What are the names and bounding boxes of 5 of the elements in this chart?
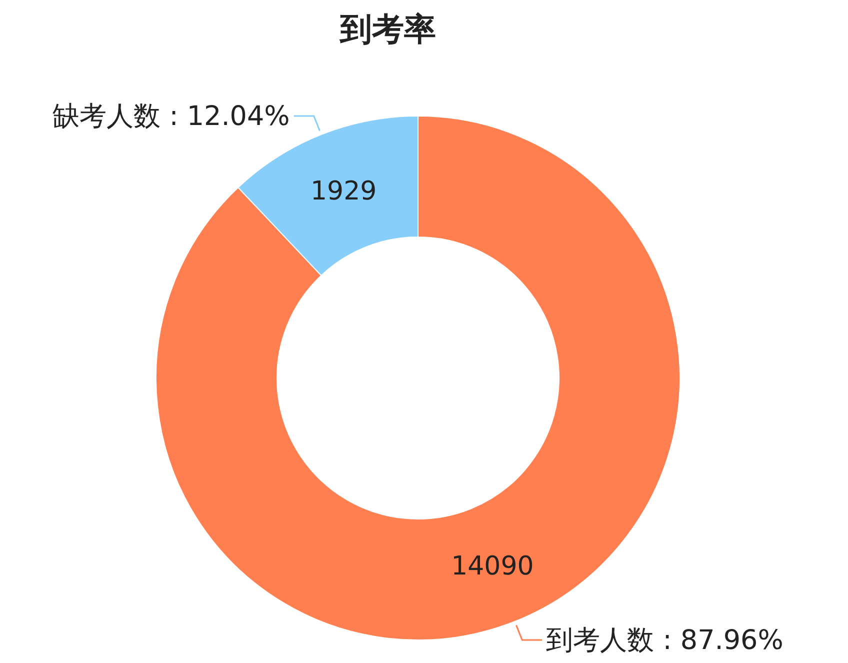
slice-label: 到考人数 : 87.96% [546,625,784,656]
data-label: 1929 [310,176,377,207]
chart-title: 到考率 [339,10,436,48]
slice-label: 缺考人数 : 12.04% [52,100,290,132]
data-label: 14090 [451,551,534,582]
